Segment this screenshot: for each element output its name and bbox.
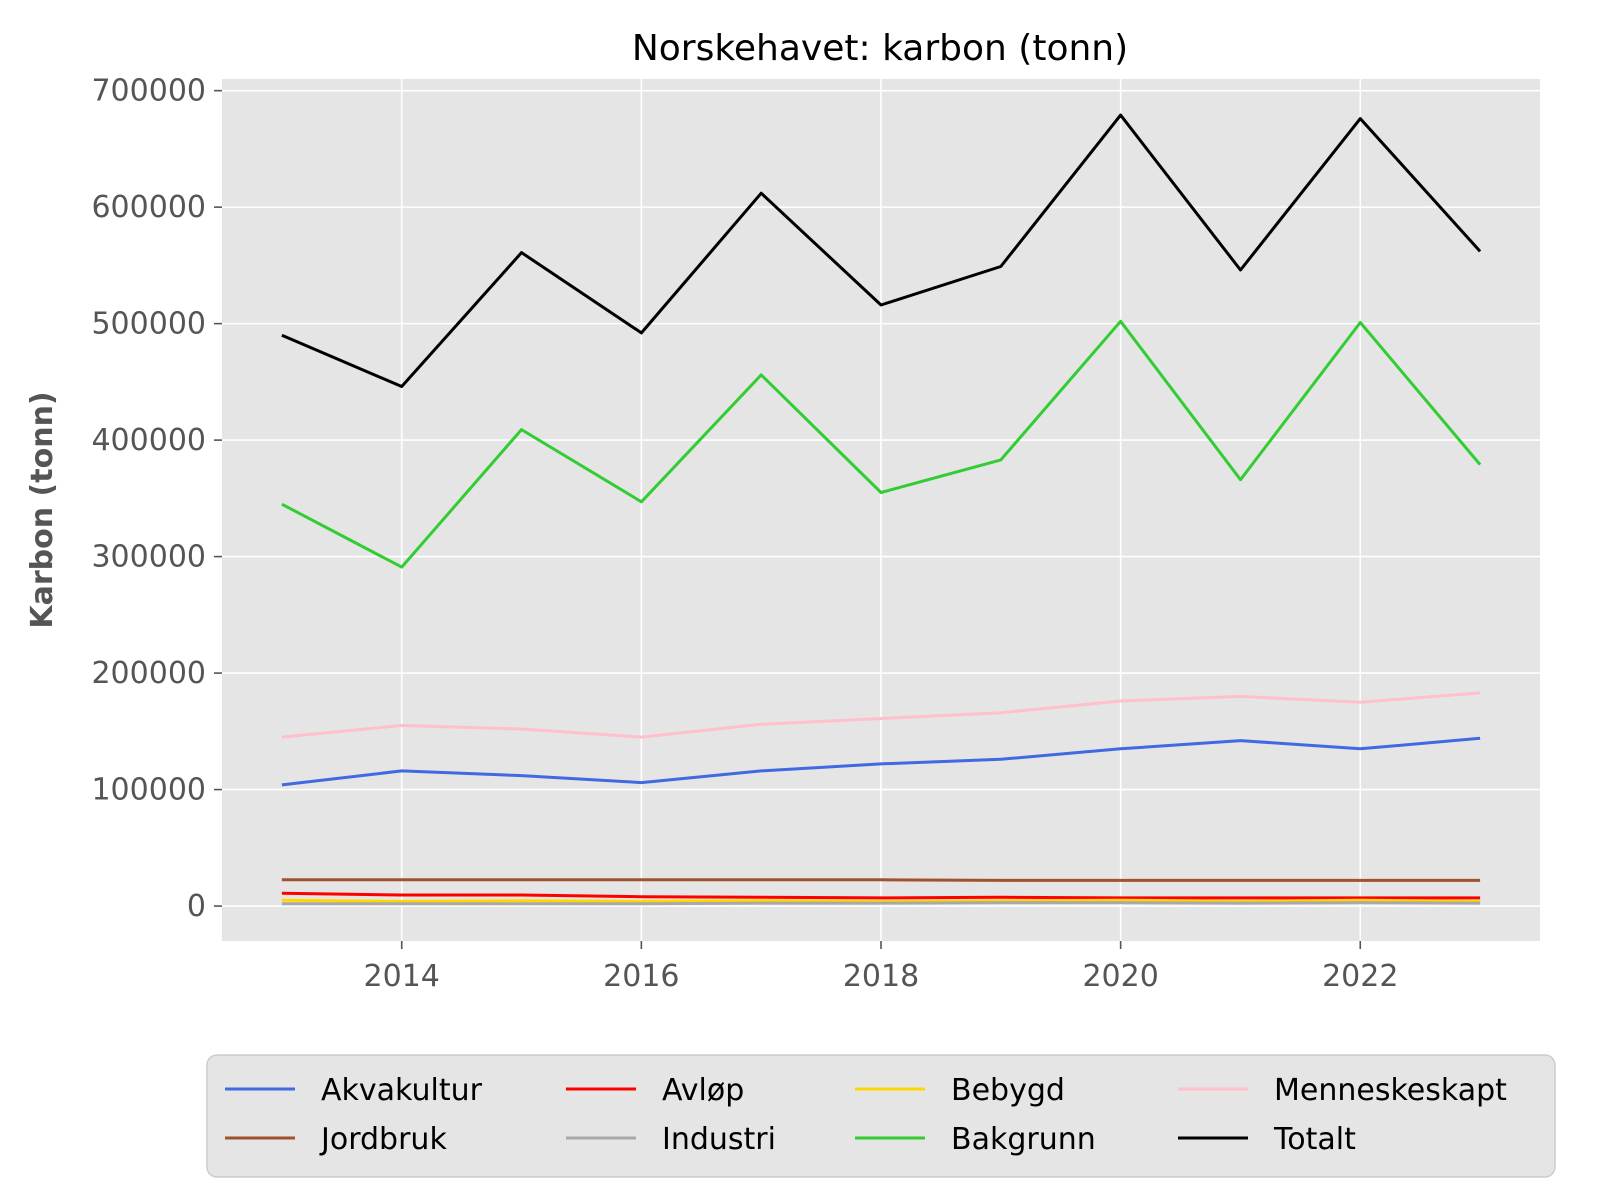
x-axis-ticks: 2014 2016 2018 2020 2022	[364, 941, 1398, 994]
legend-label-akvakultur: Akvakultur	[321, 1073, 483, 1108]
legend-label-jordbruk: Jordbruk	[319, 1122, 447, 1157]
y-tick-label: 700000	[91, 74, 206, 109]
series-line-industri	[281, 901, 1481, 906]
x-tick-label: 2022	[1322, 959, 1398, 994]
legend-label-bakgrunn: Bakgrunn	[951, 1122, 1096, 1157]
y-tick-label: 200000	[91, 656, 206, 691]
legend-items: Akvakultur Avløp Bebygd Menneskeskapt Jordbr…	[225, 1073, 1507, 1157]
series-lines	[281, 113, 1482, 906]
legend-frame	[206, 1054, 1556, 1178]
series-line-bakgrunn	[281, 319, 1482, 569]
y-tick-label: 500000	[91, 307, 206, 342]
series-line-avlop	[281, 891, 1481, 900]
y-tick-label: 400000	[91, 423, 206, 458]
series-line-akvakultur	[281, 736, 1481, 787]
series-line-bebygd	[281, 898, 1481, 903]
x-tick-label: 2018	[843, 959, 919, 994]
y-axis-ticks: 0 100000 200000 300000 400000 500000 600000 700…	[91, 74, 222, 924]
y-tick-label: 100000	[91, 773, 206, 808]
y-tick-label: 300000	[91, 540, 206, 575]
legend-label-menneskeskapt: Menneskeskapt	[1274, 1073, 1507, 1108]
legend-label-bebygd: Bebygd	[951, 1073, 1065, 1108]
legend-label-industri: Industri	[662, 1122, 776, 1157]
series-line-totalt	[281, 113, 1482, 388]
y-axis-label: Karbon (tonn)	[25, 391, 60, 628]
series-line-jordbruk	[281, 878, 1481, 882]
x-tick-label: 2016	[603, 959, 679, 994]
y-tick-label: 600000	[91, 190, 206, 225]
grid-lines	[222, 79, 1540, 941]
y-tick-label: 0	[187, 889, 206, 924]
legend: Akvakultur Avløp Bebygd Menneskeskapt Jordbr…	[206, 1054, 1556, 1178]
chart-title: Norskehavet: karbon (tonn)	[632, 28, 1128, 69]
x-tick-label: 2020	[1082, 959, 1158, 994]
x-tick-label: 2014	[364, 959, 440, 994]
legend-label-totalt: Totalt	[1273, 1122, 1356, 1157]
series-line-menneskeskapt	[281, 691, 1481, 739]
legend-label-avlop: Avløp	[662, 1073, 744, 1108]
